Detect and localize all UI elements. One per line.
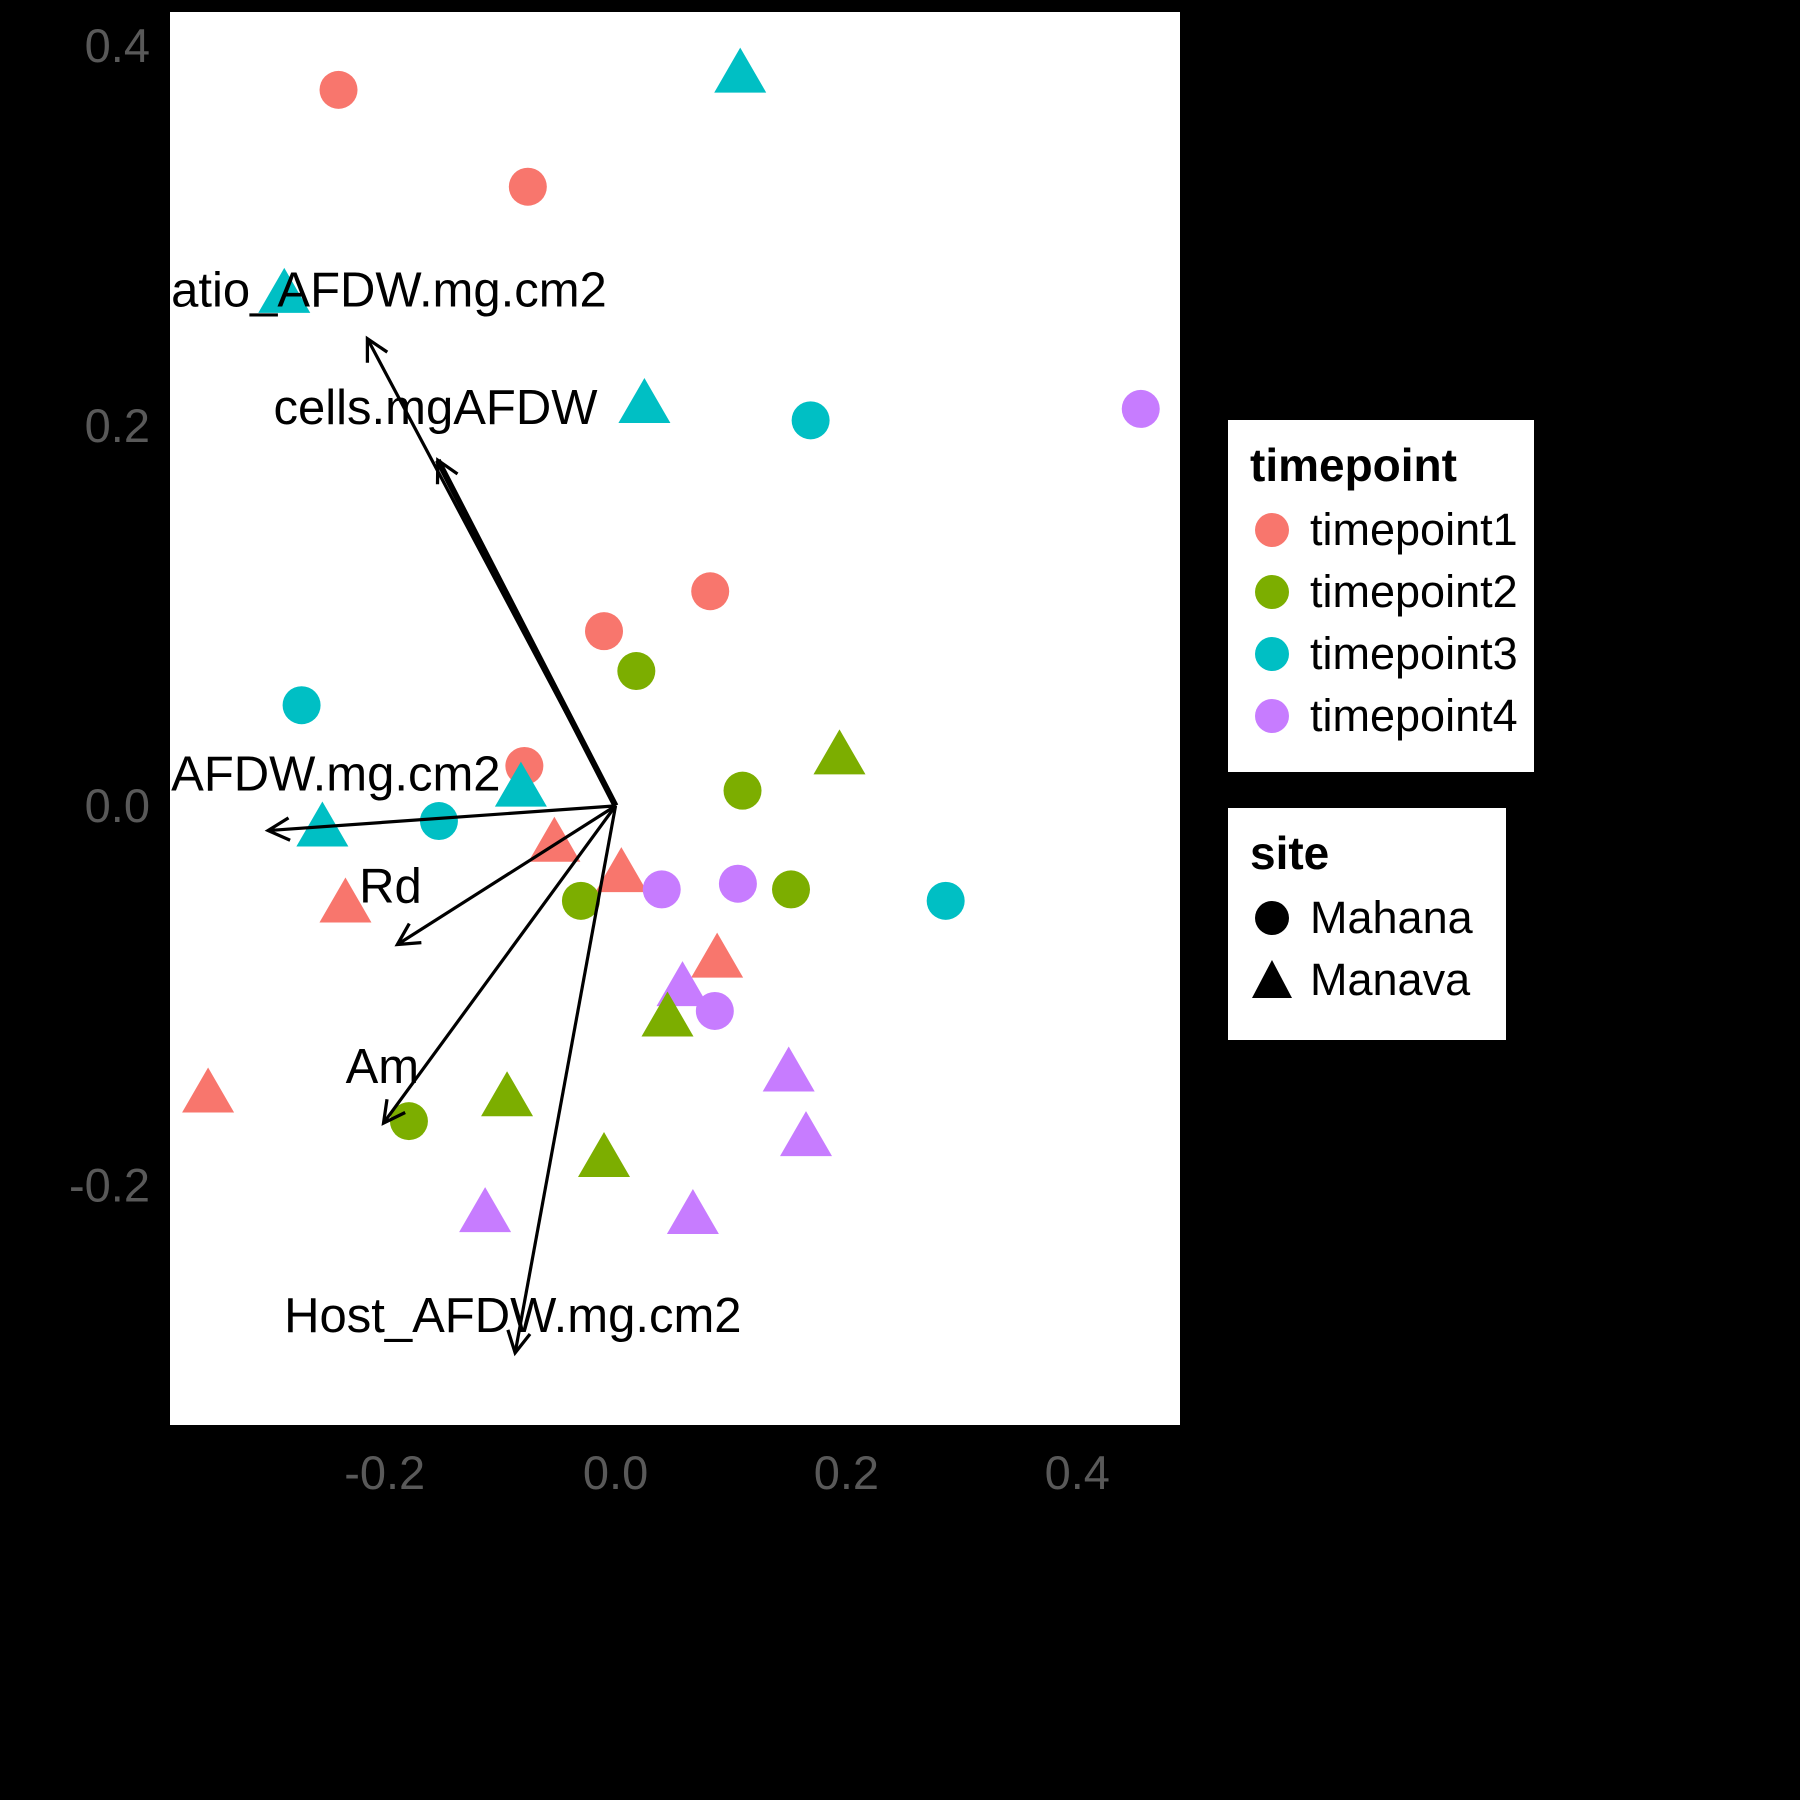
legend-entry: Manava [1248,949,1486,1011]
legend-key [1248,506,1296,554]
data-point-triangle [691,932,744,978]
legend-key-circle-icon [1255,574,1289,609]
legend-entry-label: Mahana [1310,891,1473,943]
plot-panel [170,12,1180,1425]
data-point-circle [1121,389,1160,428]
legend-key-circle-icon [1255,636,1289,671]
data-point-circle [617,652,656,691]
x-tick-label: -0.2 [344,1446,425,1499]
data-point-triangle [762,1046,815,1092]
legend-entry: Mahana [1248,887,1486,949]
y-tick-label: 0.2 [85,399,150,452]
vector-label: cells.mgAFDW [274,381,599,435]
data-point-circle [585,612,624,651]
data-point-triangle [656,961,709,1007]
data-point-circle [723,771,762,810]
vector-label: Rd [359,860,422,914]
vector-arrow [264,804,616,842]
data-point-triangle [481,1071,534,1117]
legend-timepoint-title: timepoint [1250,439,1457,491]
legend-key-circle-icon [1255,512,1289,547]
vector-arrow [381,804,617,1126]
data-point-triangle [641,991,694,1037]
y-tick-label: 0.4 [85,19,150,72]
legend-entry-label: timepoint3 [1310,627,1518,679]
vector-arrow [435,457,619,808]
vector-arrow [506,805,618,1357]
data-point-circle [282,686,321,725]
data-point-triangle [618,378,671,424]
data-point-circle [718,864,757,903]
legend-site: site Mahana Manava [1228,808,1506,1040]
legend-site-entries: Mahana Manava [1248,887,1486,1011]
vector-arrow [394,804,617,947]
legend-entry: timepoint4 [1248,685,1518,747]
legend-key [1248,894,1296,942]
x-tick-label: 0.0 [583,1446,648,1499]
vector-label: Am [346,1040,420,1094]
legend-timepoint-entries: timepoint1 timepoint2 timepoint3 timepoint4 [1248,499,1518,747]
vector-label: atio_AFDW.mg.cm2 [171,263,607,317]
data-point-triangle [780,1111,833,1157]
data-point-triangle [296,801,349,847]
x-tick-label: 0.4 [1045,1446,1110,1499]
x-tick-label: 0.2 [814,1446,879,1499]
data-point-triangle [494,761,547,807]
data-point-triangle [459,1187,512,1233]
data-point-circle [772,870,811,909]
legend-key-triangle-icon [1252,959,1292,998]
data-point-circle [508,167,547,206]
data-point-triangle [813,729,866,775]
legend-entry-label: timepoint1 [1310,503,1518,555]
data-point-circle [695,991,734,1030]
data-point-triangle [666,1188,719,1234]
legend-entry-label: timepoint2 [1310,565,1518,617]
data-point-circle [319,70,358,109]
legend-timepoint: timepoint timepoint1 timepoint2 timepoint3… [1228,420,1534,772]
legend-key [1248,956,1296,1004]
data-point-circle [419,802,458,841]
legend-entry: timepoint2 [1248,561,1518,623]
data-point-circle [561,881,600,920]
legend-entry-label: timepoint4 [1310,689,1518,741]
y-tick-label: 0.0 [85,779,150,832]
data-point-triangle [595,847,648,893]
legend-key-circle-icon [1255,900,1289,935]
legend-site-title: site [1250,827,1330,879]
data-point-triangle [258,267,311,313]
data-point-triangle [528,816,581,862]
legend-entry: timepoint3 [1248,623,1518,685]
legend-key [1248,568,1296,616]
data-point-triangle [319,877,372,923]
legend-entry: timepoint1 [1248,499,1518,561]
y-tick-label: -0.2 [69,1159,150,1212]
data-point-triangle [714,47,767,93]
data-point-circle [926,881,965,920]
legend-key [1248,692,1296,740]
data-point-triangle [578,1132,631,1178]
data-point-circle [642,870,681,909]
legend-key-circle-icon [1255,698,1289,733]
data-point-circle [691,572,730,611]
legend-key [1248,630,1296,678]
vector-label: Host_AFDW.mg.cm2 [284,1289,741,1343]
data-point-circle [791,401,830,440]
data-point-triangle [182,1067,235,1113]
legend-entry-label: Manava [1310,953,1471,1005]
vector-label: AFDW.mg.cm2 [171,748,500,802]
